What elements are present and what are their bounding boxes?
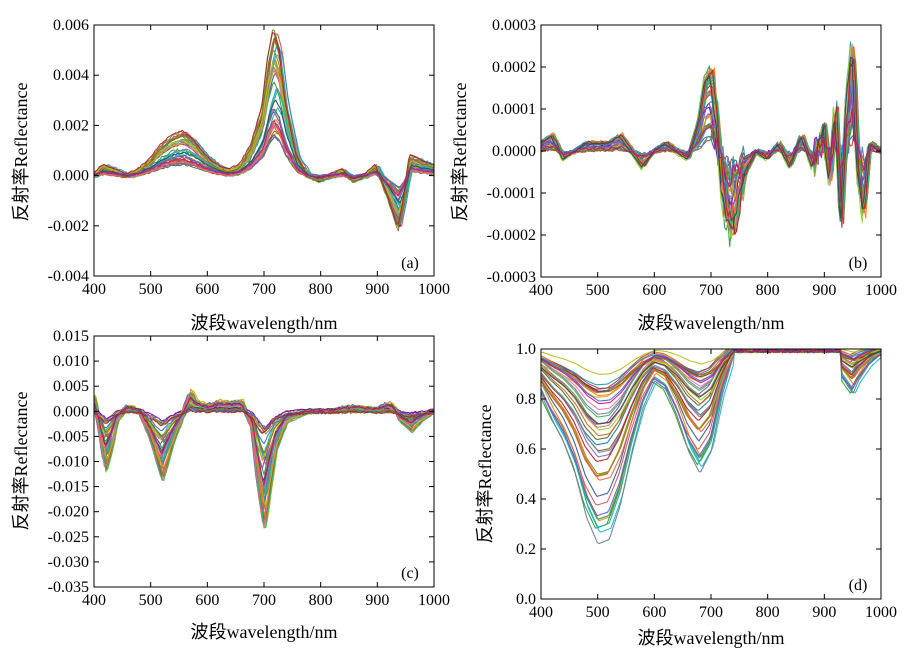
x-tick-label: 700	[699, 282, 723, 299]
x-tick-label: 500	[139, 592, 163, 609]
y-tick-label: -0.020	[48, 504, 89, 521]
y-axis-title: 反射率Reflectance	[11, 392, 31, 531]
x-tick-label: 400	[82, 281, 106, 298]
x-tick-label: 400	[82, 592, 106, 609]
series-line-24	[94, 37, 434, 228]
y-tick-label: 0.6	[516, 441, 536, 458]
series-line-39	[94, 99, 434, 204]
y-tick-label: -0.0001	[487, 185, 536, 202]
x-tick-label: 900	[365, 592, 389, 609]
y-axis-title: 反射率Reflectance	[11, 83, 31, 222]
x-tick-label: 600	[195, 281, 219, 298]
series-line-38	[94, 31, 434, 225]
y-tick-label: 0.0001	[492, 101, 536, 118]
y-tick-label: 0.004	[53, 67, 89, 84]
x-tick-label: 600	[195, 592, 219, 609]
x-tick-label: 900	[812, 604, 836, 621]
panel-c: 400 500 600 700 800 900 1000 -0.035 -0.030 -0.025…	[11, 328, 450, 642]
y-tick-label: -0.0002	[487, 227, 536, 244]
y-tick-label: 0.006	[53, 17, 89, 34]
y-tick-label: 0.0000	[492, 143, 536, 160]
y-tick-label: 0.4	[516, 491, 536, 508]
y-tick-label: 0.0	[516, 591, 536, 608]
series-line-37	[94, 405, 434, 454]
series-group	[541, 41, 881, 248]
series-line-34	[94, 393, 434, 529]
series-line-37	[94, 37, 434, 228]
series-line-6	[94, 29, 434, 232]
series-group	[94, 388, 434, 529]
x-tick-label: 700	[252, 281, 276, 298]
y-tick-label: -0.0003	[487, 269, 536, 286]
y-tick-label: 0.8	[516, 391, 536, 408]
x-axis-title: 波段wavelength/nm	[638, 313, 785, 333]
y-axis-title: 反射率Reflectance	[475, 405, 495, 544]
series-line-40	[94, 120, 434, 197]
panel-tag: (d)	[849, 577, 868, 594]
panel-a: 400 500 600 700 800 900 1000 -0.004 -0.002 0.000 0…	[11, 17, 450, 333]
x-tick-label: 500	[586, 282, 610, 299]
y-tick-label: 0.002	[53, 117, 89, 134]
series-line-40	[94, 398, 434, 486]
y-tick-label: -0.005	[48, 428, 89, 445]
x-axis-title: 波段wavelength/nm	[638, 628, 785, 648]
y-tick-label: 0.015	[53, 328, 89, 345]
series-line-38	[541, 58, 881, 235]
x-axis-title: 波段wavelength/nm	[191, 622, 338, 642]
series-line-40	[541, 107, 881, 188]
panel-d: 400 500 600 700 800 900 1000 0.0 0.2 0.4 0.6 0.8 1.0…	[475, 341, 897, 648]
y-tick-label: -0.015	[48, 479, 89, 496]
x-tick-label: 400	[529, 282, 553, 299]
x-tick-label: 500	[586, 604, 610, 621]
series-group	[541, 349, 881, 545]
x-tick-label: 1000	[865, 282, 897, 299]
panel-tag: (c)	[401, 565, 419, 582]
y-tick-label: -0.010	[48, 454, 89, 471]
panel-b: 400 500 600 700 800 900 1000 -0.0003 -0.0002 -0.0…	[450, 17, 897, 333]
y-tick-label: 0.000	[53, 403, 89, 420]
y-axis-title: 反射率Reflectance	[450, 83, 470, 222]
x-tick-label: 900	[812, 282, 836, 299]
x-tick-label: 1000	[418, 592, 450, 609]
x-tick-label: 800	[756, 282, 780, 299]
y-tick-label: -0.030	[48, 554, 89, 571]
x-tick-label: 400	[529, 604, 553, 621]
y-tick-label: 0.000	[53, 168, 89, 185]
y-tick-label: -0.025	[48, 529, 89, 546]
x-tick-label: 900	[365, 281, 389, 298]
x-tick-label: 700	[699, 604, 723, 621]
y-tick-label: 0.005	[53, 378, 89, 395]
y-tick-label: 0.2	[516, 541, 536, 558]
series-line-38	[94, 408, 434, 435]
x-tick-label: 800	[309, 592, 333, 609]
series-group	[94, 29, 434, 232]
x-tick-label: 1000	[418, 281, 450, 298]
series-line-2	[94, 33, 434, 227]
y-tick-label: -0.004	[48, 268, 89, 285]
series-line-7	[94, 42, 434, 223]
y-tick-label: 0.010	[53, 353, 89, 370]
panel-tag: (b)	[849, 255, 868, 272]
x-tick-label: 700	[252, 592, 276, 609]
series-line-28	[94, 37, 434, 226]
y-tick-label: -0.035	[48, 579, 89, 596]
y-tick-label: 0.0002	[492, 59, 536, 76]
series-line-15	[541, 349, 881, 411]
x-tick-label: 600	[642, 604, 666, 621]
series-line-27	[94, 38, 434, 223]
y-tick-label: -0.002	[48, 218, 89, 235]
x-tick-label: 500	[139, 281, 163, 298]
panel-tag: (a)	[401, 255, 419, 272]
y-tick-label: 1.0	[516, 341, 536, 358]
y-tick-label: 0.0003	[492, 17, 536, 34]
x-tick-label: 800	[756, 604, 780, 621]
x-tick-label: 600	[642, 282, 666, 299]
x-tick-label: 800	[309, 281, 333, 298]
x-axis-title: 波段wavelength/nm	[191, 313, 338, 333]
series-line-36	[94, 407, 434, 445]
x-tick-label: 1000	[865, 604, 897, 621]
